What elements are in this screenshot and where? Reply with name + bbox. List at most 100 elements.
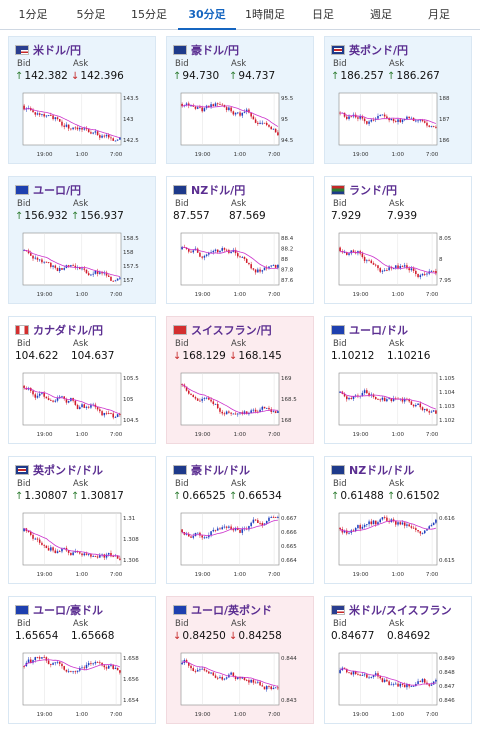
candle-body bbox=[99, 554, 101, 558]
chart-frame bbox=[338, 512, 438, 566]
pair-name[interactable]: 米ドル/円 bbox=[33, 44, 82, 57]
candlestick-chart[interactable]: 19:00 1:00 7:00 8.05 8 7.95 bbox=[333, 229, 463, 299]
candlestick-chart[interactable]: 19:00 1:00 7:00 143.5 143 142.5 bbox=[17, 89, 147, 159]
candlestick-chart[interactable]: 19:00 1:00 7:00 0.844 0.843 bbox=[175, 649, 305, 719]
rate-card[interactable]: 米ドル/円 Bid Ask ↑142.382 ↓142.396 19:00 1:00 7:00… bbox=[8, 36, 156, 164]
tab-3[interactable]: 30分足 bbox=[178, 0, 236, 30]
candle-body bbox=[408, 268, 410, 271]
candlestick-chart[interactable]: 19:00 1:00 7:00 0.616 0.615 bbox=[333, 509, 463, 579]
pair-title[interactable]: 豪ドル/ドル bbox=[173, 463, 250, 477]
candle-body bbox=[38, 657, 41, 659]
candle-body bbox=[188, 390, 190, 394]
rate-card[interactable]: NZドル/円 Bid Ask 87.557 87.569 19:00 1:00 7:00 88.… bbox=[166, 176, 314, 304]
candle-body bbox=[379, 268, 381, 272]
tab-0[interactable]: 1分足 bbox=[18, 8, 48, 21]
pair-name[interactable]: NZドル/円 bbox=[191, 184, 246, 197]
candle-body bbox=[201, 535, 203, 538]
pair-name[interactable]: ユーロ/円 bbox=[33, 184, 82, 197]
pair-name[interactable]: カナダドル/円 bbox=[33, 324, 104, 337]
rate-card[interactable]: カナダドル/円 Bid Ask 104.622 104.637 19:00 1:00 7:00… bbox=[8, 316, 156, 444]
x-tick-label: 19:00 bbox=[353, 572, 369, 578]
candle-body bbox=[210, 531, 212, 535]
tab-7[interactable]: 月足 bbox=[428, 8, 450, 21]
pair-name[interactable]: 米ドル/スイスフラン bbox=[349, 604, 452, 617]
rate-card[interactable]: 豪ドル/ドル Bid Ask ↑0.66525 ↑0.66534 19:00 1:00 7:0… bbox=[166, 456, 314, 584]
pair-title[interactable]: 豪ドル/円 bbox=[173, 43, 239, 57]
candle-body bbox=[250, 522, 252, 527]
rate-card[interactable]: スイスフラン/円 Bid Ask ↓168.129 ↓168.145 19:00 1:00 7… bbox=[166, 316, 314, 444]
rate-card[interactable]: ユーロ/英ポンド Bid Ask ↓0.84250 ↓0.84258 19:00 1:00 7… bbox=[166, 596, 314, 724]
bid-label: Bid bbox=[333, 59, 347, 69]
candle-body bbox=[426, 122, 428, 126]
pair-title[interactable]: ユーロ/円 bbox=[15, 183, 81, 197]
candle-body bbox=[214, 249, 217, 251]
tab-6[interactable]: 週足 bbox=[370, 8, 392, 21]
rate-card[interactable]: 英ポンド/円 Bid Ask ↑186.257 ↑186.267 19:00 1:00 7:0… bbox=[324, 36, 472, 164]
candlestick-chart[interactable]: 19:00 1:00 7:00 169 168.5 168 bbox=[175, 369, 305, 439]
tab-5[interactable]: 日足 bbox=[312, 8, 334, 21]
pair-name[interactable]: 豪ドル/円 bbox=[191, 44, 240, 57]
pair-name[interactable]: 英ポンド/ドル bbox=[33, 464, 104, 477]
rate-card[interactable]: NZドル/ドル Bid Ask ↑0.61488 ↑0.61502 19:00 1:00 7:… bbox=[324, 456, 472, 584]
candlestick-chart[interactable]: 19:00 1:00 7:00 1.31 1.308 1.306 bbox=[17, 509, 147, 579]
candle-body bbox=[232, 111, 235, 115]
rate-card[interactable]: 豪ドル/円 Bid Ask ↑94.730 ↑94.737 19:00 1:00 7:00 95… bbox=[166, 36, 314, 164]
rate-card[interactable]: 英ポンド/ドル Bid Ask ↑1.30807 ↑1.30817 19:00 1:00 7:… bbox=[8, 456, 156, 584]
pair-title[interactable]: 英ポンド/円 bbox=[331, 43, 408, 57]
candle-body bbox=[52, 265, 54, 267]
pair-title[interactable]: NZドル/ドル bbox=[331, 463, 414, 477]
pair-title[interactable]: 英ポンド/ドル bbox=[15, 463, 103, 477]
pair-title[interactable]: ユーロ/豪ドル bbox=[15, 603, 103, 617]
moving-average-line bbox=[340, 112, 437, 124]
pair-name[interactable]: ユーロ/英ポンド bbox=[191, 604, 273, 617]
candlestick-chart[interactable]: 19:00 1:00 7:00 105.5 105 104.5 bbox=[17, 369, 147, 439]
pair-title[interactable]: ユーロ/ドル bbox=[331, 323, 408, 337]
rate-card[interactable]: ユーロ/豪ドル Bid Ask 1.65654 1.65668 19:00 1:00 7:00… bbox=[8, 596, 156, 724]
candlestick-chart[interactable]: 19:00 1:00 7:00 1.658 1.656 1.654 bbox=[17, 649, 147, 719]
candle-body bbox=[250, 112, 252, 117]
pair-name[interactable]: 豪ドル/ドル bbox=[191, 464, 251, 477]
pair-title[interactable]: ユーロ/英ポンド bbox=[173, 603, 272, 617]
candlestick-chart[interactable]: 19:00 1:00 7:00 95.5 95 94.5 bbox=[175, 89, 305, 159]
pair-title[interactable]: NZドル/円 bbox=[173, 183, 245, 197]
candle-body bbox=[390, 398, 393, 402]
tab-1[interactable]: 5分足 bbox=[76, 8, 106, 21]
rate-card[interactable]: 米ドル/スイスフラン Bid Ask 0.84677 0.84692 19:00 1:00 7… bbox=[324, 596, 472, 724]
candle-body bbox=[210, 104, 212, 108]
candle-body bbox=[114, 667, 117, 669]
candle-body bbox=[38, 393, 41, 396]
candle-body bbox=[54, 265, 57, 268]
candle-body bbox=[114, 140, 117, 142]
candlestick-chart[interactable]: 19:00 1:00 7:00 88.4 88.2 88 87.8 87.6 bbox=[175, 229, 305, 299]
pair-name[interactable]: ランド/円 bbox=[349, 184, 398, 197]
candle-body bbox=[185, 533, 188, 535]
up-arrow-icon: ↑ bbox=[173, 491, 182, 502]
candle-body bbox=[61, 548, 63, 552]
pair-name[interactable]: ユーロ/豪ドル bbox=[33, 604, 104, 617]
candle-body bbox=[357, 117, 359, 119]
pair-name[interactable]: 英ポンド/円 bbox=[349, 44, 409, 57]
pair-title[interactable]: 米ドル/円 bbox=[15, 43, 81, 57]
pair-title[interactable]: カナダドル/円 bbox=[15, 323, 103, 337]
pair-name[interactable]: スイスフラン/円 bbox=[191, 324, 272, 337]
candle-body bbox=[403, 398, 406, 402]
pair-title[interactable]: ランド/円 bbox=[331, 183, 397, 197]
candlestick-chart[interactable]: 19:00 1:00 7:00 1.105 1.104 1.103 1.102 bbox=[333, 369, 463, 439]
rate-card[interactable]: ユーロ/円 Bid Ask ↑156.932 ↑156.937 19:00 1:00 7:00… bbox=[8, 176, 156, 304]
candle-body bbox=[377, 673, 379, 677]
tab-4[interactable]: 1時間足 bbox=[245, 8, 285, 21]
pair-title[interactable]: スイスフラン/円 bbox=[173, 323, 272, 337]
candle-body bbox=[237, 253, 239, 257]
pair-name[interactable]: NZドル/ドル bbox=[349, 464, 415, 477]
pair-title[interactable]: 米ドル/スイスフラン bbox=[331, 603, 452, 617]
rate-card[interactable]: ランド/円 Bid Ask 7.929 7.939 19:00 1:00 7:00 8.05 8 7… bbox=[324, 176, 472, 304]
candlestick-chart[interactable]: 19:00 1:00 7:00 0.849 0.848 0.847 0.846 bbox=[333, 649, 463, 719]
tab-2[interactable]: 15分足 bbox=[131, 8, 167, 21]
candle-body bbox=[30, 532, 32, 535]
candlestick-chart[interactable]: 19:00 1:00 7:00 158.5 158 157.5 157 bbox=[17, 229, 147, 299]
pair-name[interactable]: ユーロ/ドル bbox=[349, 324, 409, 337]
candlestick-chart[interactable]: 19:00 1:00 7:00 0.667 0.666 0.665 0.664 bbox=[175, 509, 305, 579]
candlestick-chart[interactable]: 19:00 1:00 7:00 188 187 186 bbox=[333, 89, 463, 159]
candle-body bbox=[352, 530, 355, 532]
rate-card[interactable]: ユーロ/ドル Bid Ask 1.10212 1.10216 19:00 1:00 7:00 1… bbox=[324, 316, 472, 444]
